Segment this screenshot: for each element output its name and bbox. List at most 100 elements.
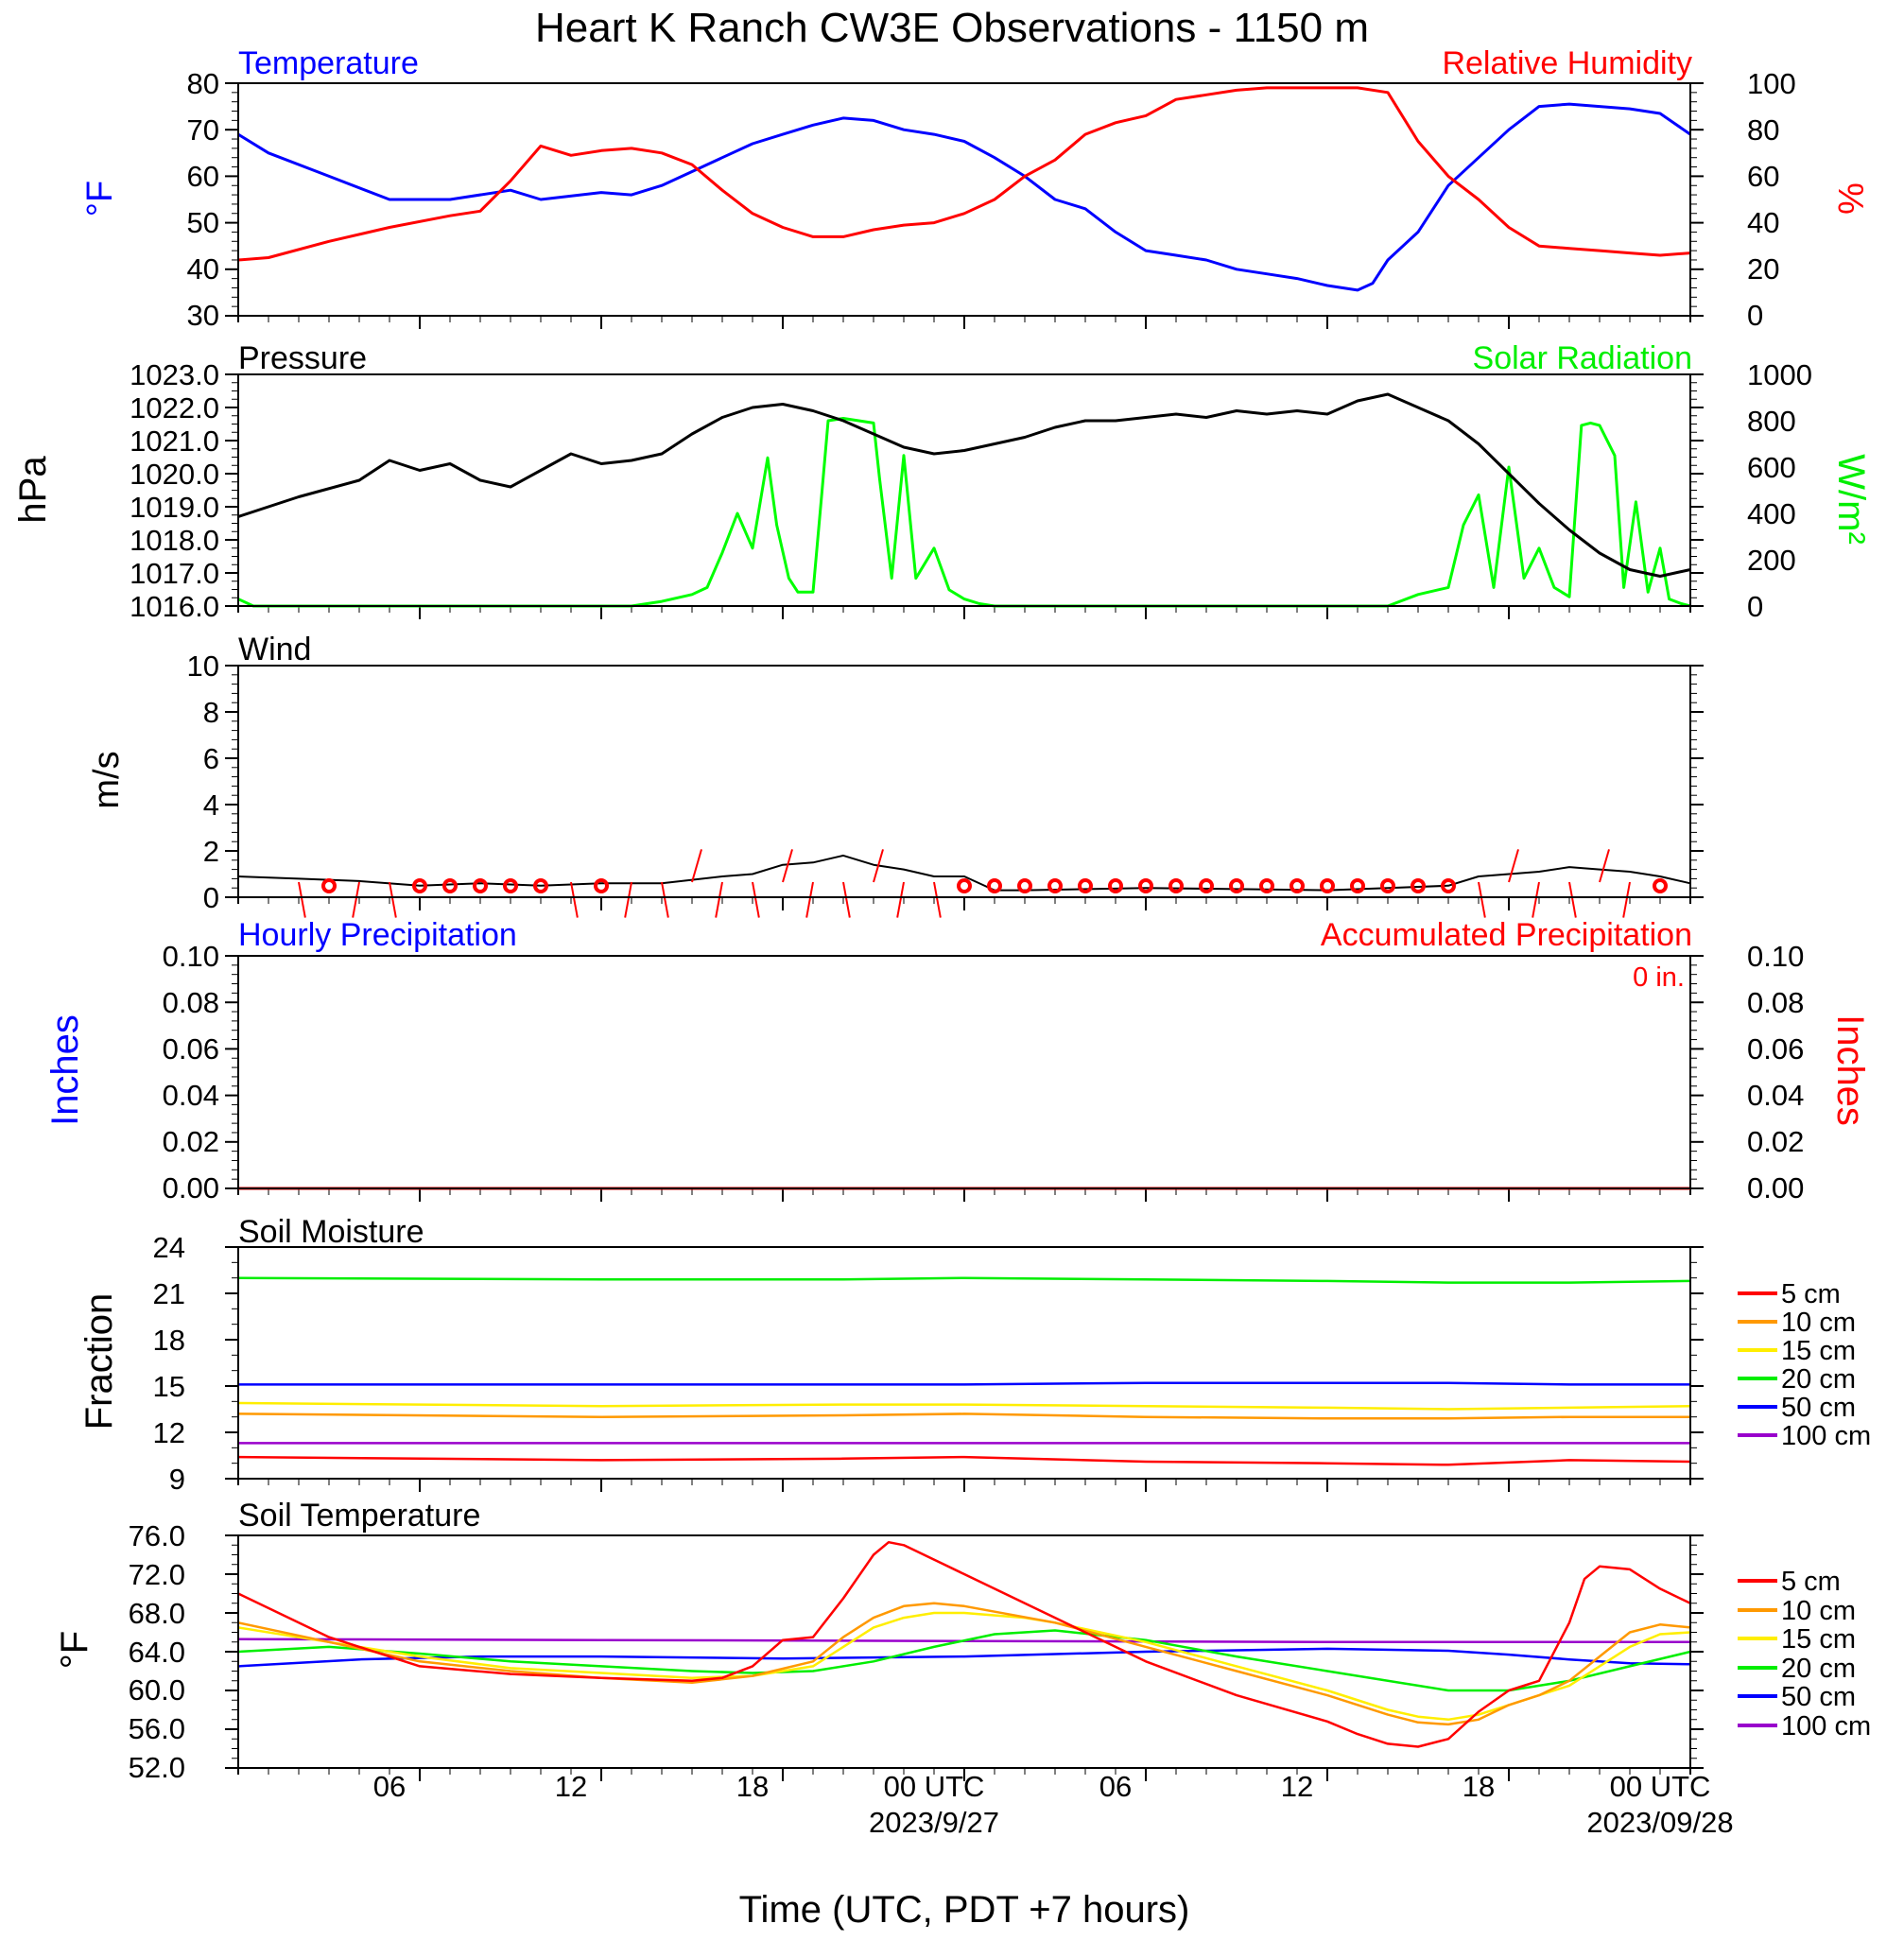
temp-humidity-plot-area: [225, 82, 1704, 329]
pressure-tick-label: 1023.0: [130, 358, 219, 391]
soil-temp-tick-label: 60.0: [129, 1673, 185, 1707]
calm-wind-circle: [1199, 878, 1214, 893]
wind-tick-label: 0: [203, 881, 219, 914]
legend-label-20cm: 20 cm: [1781, 1364, 1856, 1395]
accum-precip-tick-label: 0.02: [1747, 1125, 1804, 1158]
pressure-title: Pressure: [238, 340, 367, 376]
accum-precip-unit-label: Inches: [1829, 1014, 1871, 1126]
wind-barb: [842, 881, 851, 918]
calm-wind-circle: [1047, 878, 1063, 893]
soil-moisture-tick-label: 12: [153, 1416, 185, 1449]
x-tick-label-18: 18: [1463, 1770, 1495, 1803]
wind-barb: [896, 881, 905, 918]
legend-label-10cm: 10 cm: [1781, 1596, 1856, 1626]
soil-moisture-tick-label: 18: [153, 1324, 185, 1357]
temp-tick-label: 80: [187, 67, 219, 100]
wind-barb: [782, 849, 793, 883]
soil-temp-tick-label: 64.0: [129, 1636, 185, 1669]
wind-tick-label: 8: [203, 696, 219, 729]
solar-tick-label: 400: [1747, 497, 1796, 530]
panel-wind: Wind m/s 0 2 4 6 8 10: [87, 632, 1704, 918]
calm-wind-circle: [1078, 878, 1093, 893]
pressure-tick-label: 1019.0: [130, 491, 219, 524]
x-tick-label-12: 12: [1281, 1770, 1313, 1803]
temp-tick-label: 40: [187, 252, 219, 286]
calm-wind-circle: [1017, 878, 1032, 893]
wind-barb: [752, 881, 760, 918]
calm-wind-circle: [1168, 878, 1184, 893]
calm-wind-circle: [987, 878, 1002, 893]
soil-temp-line: [237, 1540, 1691, 1748]
soil-moisture-legend: 5 cm 10 cm 15 cm 20 cm 50 cm 100 cm: [1738, 1279, 1871, 1451]
solar-tick-label: 200: [1747, 544, 1796, 577]
pressure-unit-label: hPa: [12, 456, 54, 524]
x-axis-title: Time (UTC, PDT +7 hours): [739, 1889, 1190, 1931]
pressure-line: [237, 392, 1691, 578]
accum-precip-tick-label: 0.08: [1747, 986, 1804, 1019]
wind-tick-label: 6: [203, 742, 219, 775]
soil-moisture-tick-label: 15: [153, 1370, 185, 1403]
soil-moisture-line: [237, 1412, 1690, 1420]
x-tick-date-label: 2023/9/27: [869, 1806, 999, 1839]
calm-wind-circle: [957, 878, 972, 893]
rh-tick-label: 20: [1747, 252, 1779, 286]
panel-soil-moisture: Soil Moisture Fraction 9 12 15 18 21 24 …: [78, 1214, 1871, 1496]
precip-tick-label: 0.02: [163, 1125, 219, 1158]
solar-tick-label: 800: [1747, 405, 1796, 438]
temperature-line: [237, 102, 1691, 292]
panel-precipitation: Hourly Precipitation Accumulated Precipi…: [44, 917, 1871, 1204]
legend-label-50cm: 50 cm: [1781, 1393, 1856, 1423]
humidity-unit-label: %: [1830, 182, 1870, 215]
soil-temp-tick-label: 76.0: [129, 1519, 185, 1552]
wind-barb: [805, 881, 814, 918]
panel-temperature-humidity: Temperature Relative Humidity °F % 30 40…: [80, 45, 1870, 332]
wind-barb: [1622, 881, 1631, 918]
accum-precip-tick-label: 0.10: [1747, 940, 1804, 973]
hourly-precip-unit-label: Inches: [44, 1014, 86, 1126]
solar-tick-label: 600: [1747, 451, 1796, 484]
calm-wind-circle: [1653, 878, 1668, 893]
legend-label-10cm: 10 cm: [1781, 1308, 1856, 1338]
legend-label-5cm: 5 cm: [1781, 1567, 1841, 1597]
accum-precip-tick-label: 0.06: [1747, 1032, 1804, 1066]
x-tick-label-06: 06: [1099, 1770, 1132, 1803]
temp-tick-label: 60: [187, 160, 219, 193]
calm-wind-circle: [442, 878, 458, 893]
soil-temp-tick-label: 56.0: [129, 1712, 185, 1745]
temp-humidity-frame: [237, 82, 1691, 317]
wind-plot-area: [225, 665, 1704, 918]
solar-radiation-line: [237, 417, 1691, 608]
soil-moisture-line: [238, 1381, 1690, 1386]
panel-soil-temperature: Soil Temperature °F 52.0 56.0 60.0 64.0 …: [54, 1498, 1871, 1784]
accum-precip-tick-label: 0.04: [1747, 1079, 1804, 1112]
pressure-solar-plot-area: [225, 373, 1704, 619]
wind-barb: [1568, 881, 1577, 918]
soil-moisture-frame: [237, 1246, 1691, 1480]
calm-wind-circle: [503, 878, 518, 893]
pressure-tick-label: 1017.0: [130, 557, 219, 590]
accum-precip-title: Accumulated Precipitation: [1321, 917, 1692, 953]
wind-barb: [1508, 849, 1519, 883]
temperature-unit-label: °F: [80, 181, 120, 217]
soil-temp-tick-label: 72.0: [129, 1558, 185, 1591]
calm-wind-circle: [594, 878, 609, 893]
wind-barb: [1478, 881, 1486, 918]
calm-wind-circle: [321, 878, 337, 893]
soil-temp-plot-area: [225, 1534, 1704, 1781]
x-tick-label-06: 06: [373, 1770, 406, 1803]
humidity-title: Relative Humidity: [1442, 45, 1692, 81]
calm-wind-circle: [1229, 878, 1244, 893]
soil-moisture-tick-label: 21: [153, 1277, 185, 1310]
wind-barb: [298, 881, 306, 918]
soil-temp-line: [237, 1629, 1691, 1692]
x-axis: 06 12 18 00 UTC 2023/9/27 06 12 18 00 UT…: [373, 1770, 1734, 1931]
temp-tick-label: 50: [187, 206, 219, 239]
accum-precip-tick-label: 0.00: [1747, 1171, 1804, 1204]
soil-temp-line: [237, 1647, 1691, 1668]
calm-wind-circle: [1108, 878, 1123, 893]
calm-wind-circle: [1380, 878, 1395, 893]
x-tick-label-18: 18: [736, 1770, 769, 1803]
soil-moisture-line: [237, 1455, 1691, 1466]
rh-tick-label: 60: [1747, 160, 1779, 193]
soil-temp-line: [237, 1602, 1691, 1726]
